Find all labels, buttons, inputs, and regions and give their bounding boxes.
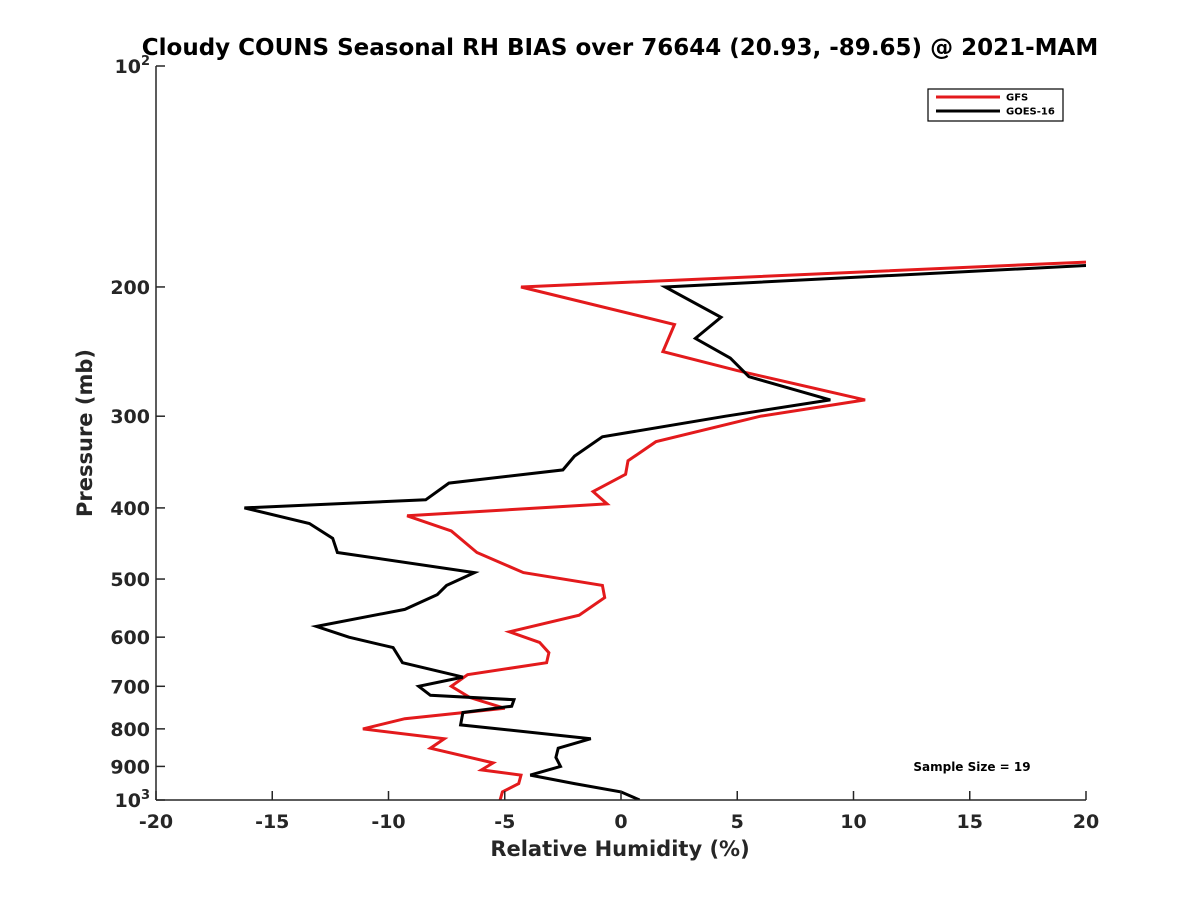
y-tick-label: 300 [110,406,150,428]
y-tick-label: 600 [110,627,150,649]
y-axis-label: Pressure (mb) [73,349,97,517]
y-tick-label: 200 [110,277,150,299]
x-tick-label: 0 [614,811,627,833]
series-line-goes-16 [244,264,1086,800]
sample-size-annotation: Sample Size = 19 [913,760,1030,774]
legend-label-goes-16: GOES-16 [1006,107,1055,118]
x-axis-label: Relative Humidity (%) [490,837,749,861]
x-tick-label: 20 [1073,811,1099,833]
x-tick-label: -20 [139,811,173,833]
x-tick-label: 5 [731,811,744,833]
y-tick-label: 103 [115,788,151,812]
y-tick-label: 900 [110,756,150,778]
legend-box [927,88,1064,122]
x-tick-label: 10 [840,811,866,833]
x-tick-label: -15 [255,811,289,833]
y-tick-label: 102 [115,54,151,78]
y-tick-label: 700 [110,676,150,698]
y-tick-label: 400 [110,498,150,520]
legend: GFS GOES-16 [927,88,1064,122]
series-layer [244,260,1086,800]
axes-layer: -20 -15 -10 -5 0 5 10 15 20 102 200 300 400 500 600 700… [110,54,1099,833]
y-tick-label: 800 [110,719,150,741]
x-tick-label: 15 [957,811,983,833]
y-tick-label: 500 [110,569,150,591]
chart-title: Cloudy COUNS Seasonal RH BIAS over 76644… [142,35,1098,61]
x-tick-label: -10 [371,811,405,833]
legend-label-gfs: GFS [1006,93,1028,104]
series-line-gfs [362,260,1086,800]
x-tick-label: -5 [494,811,515,833]
